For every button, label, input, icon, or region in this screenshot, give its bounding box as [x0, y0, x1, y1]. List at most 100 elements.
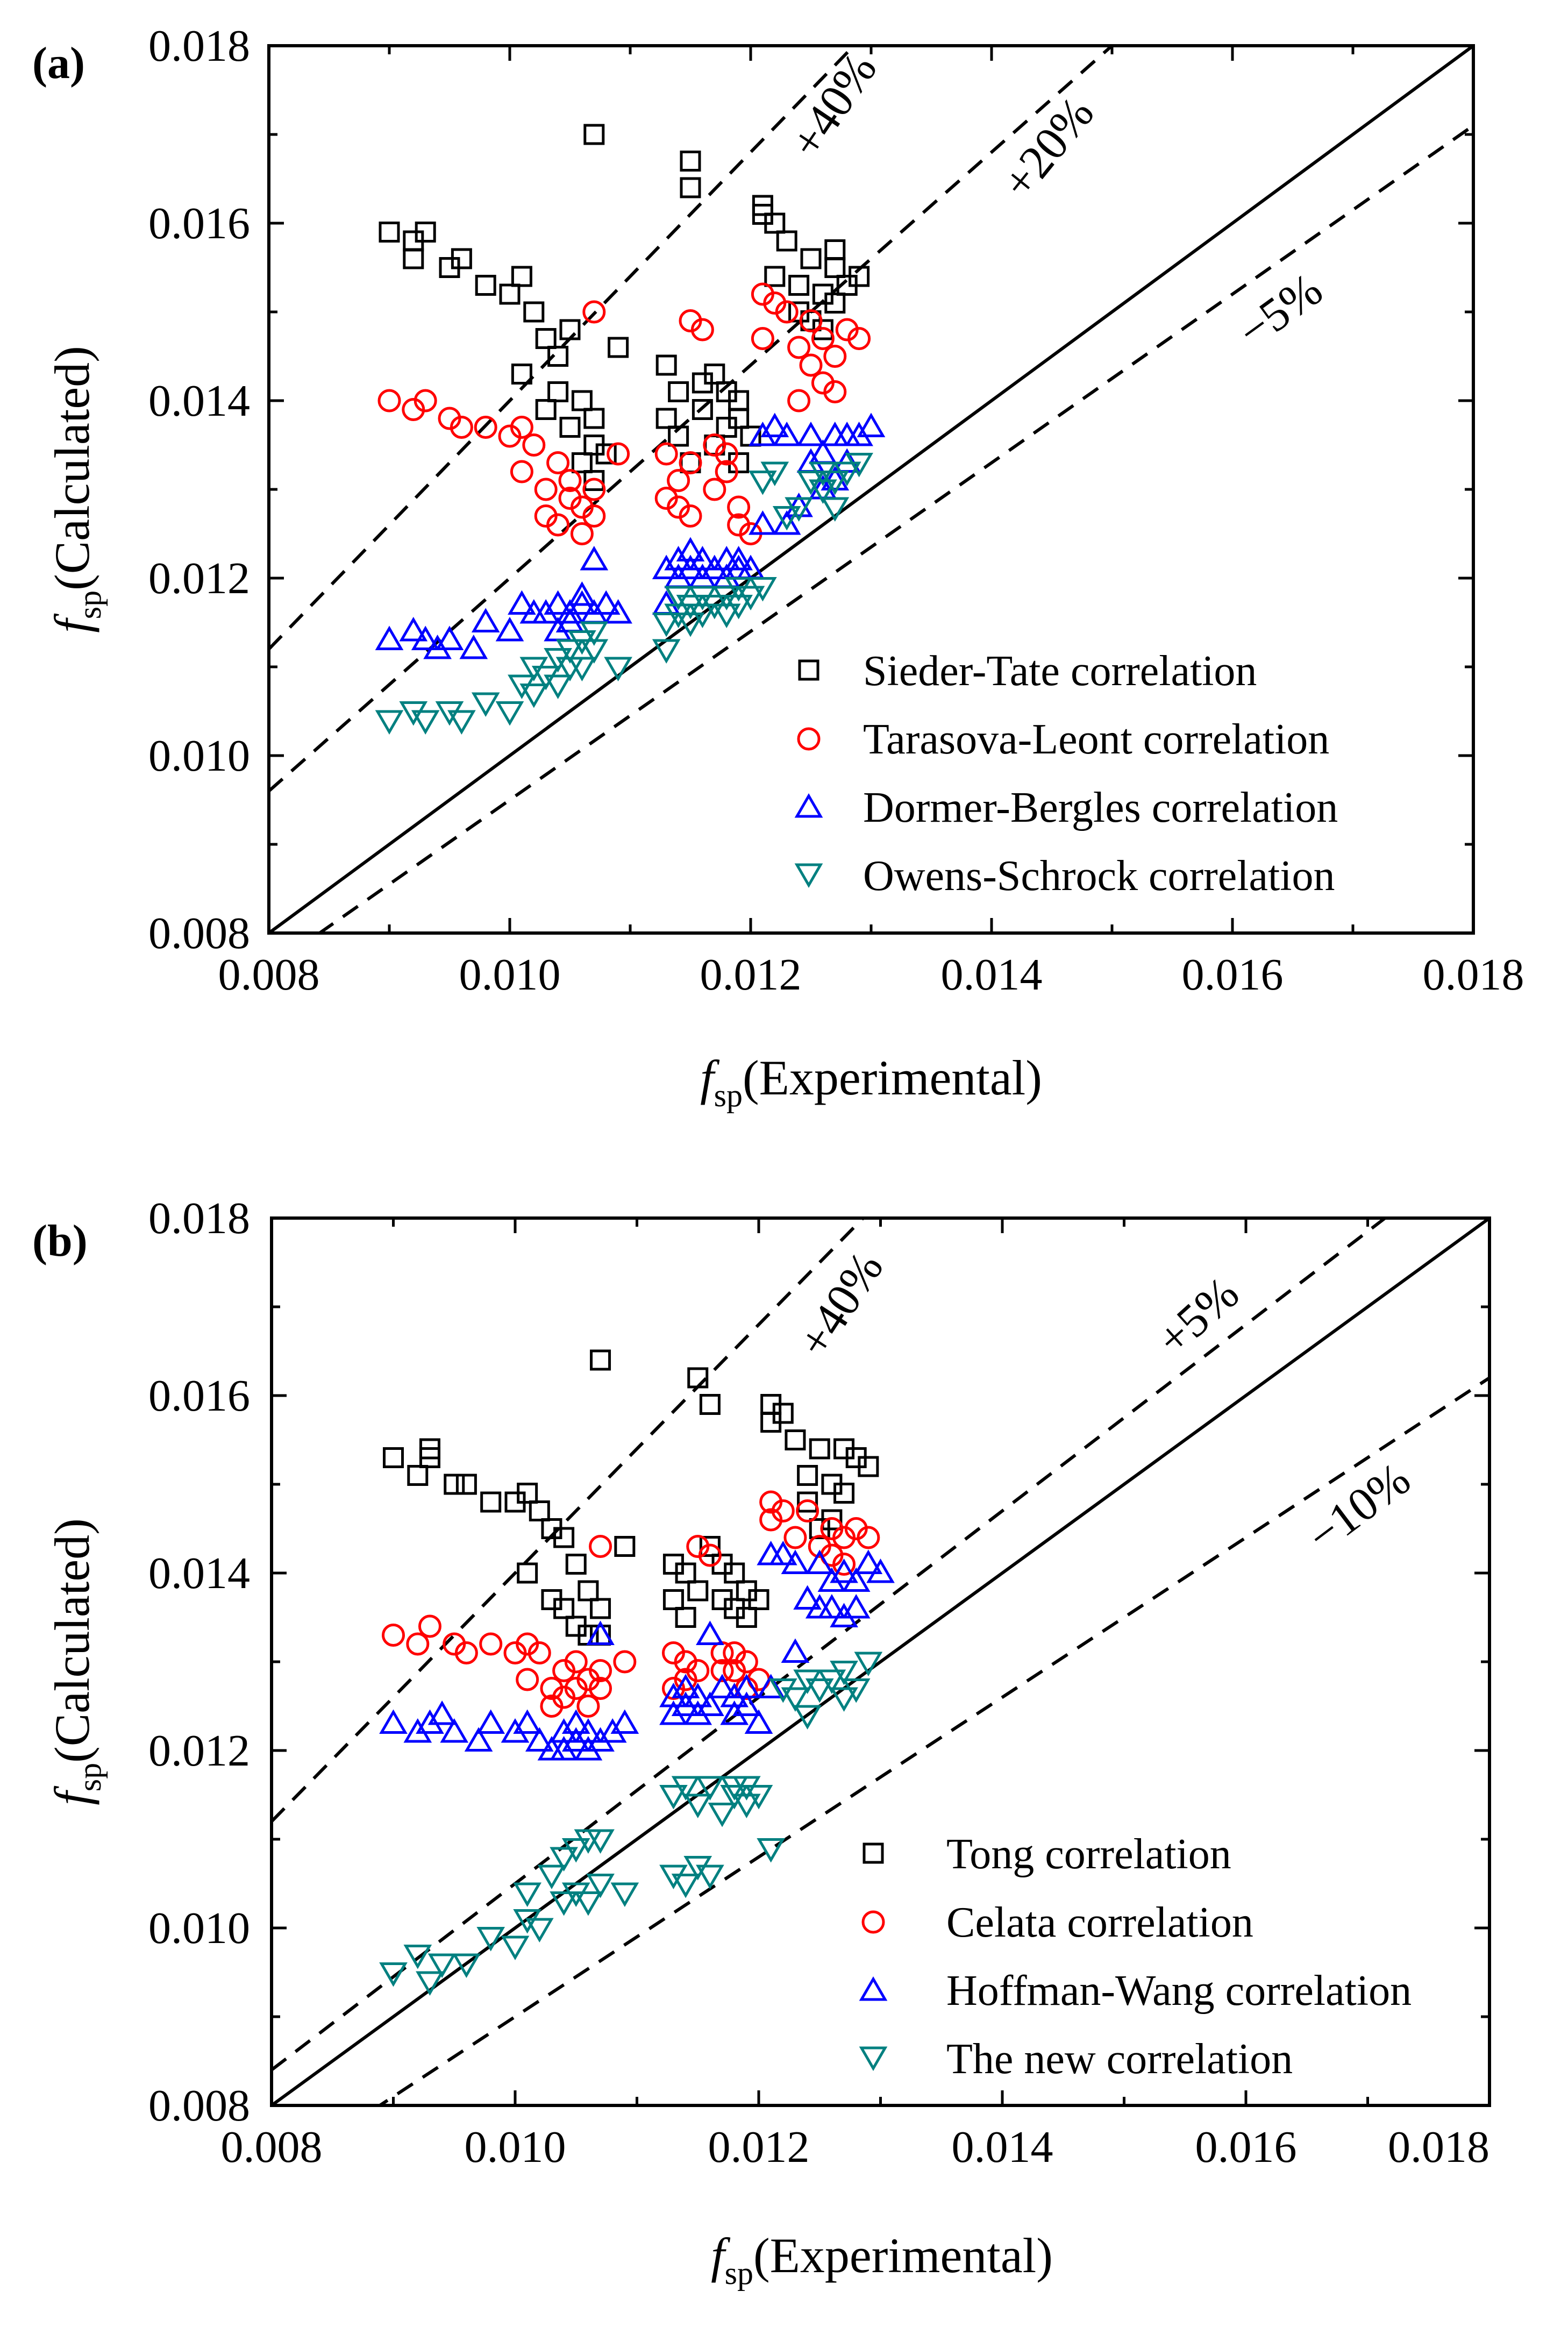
- data-point-triangle-down: [749, 471, 777, 495]
- data-point-triangle-up: [399, 617, 428, 642]
- panel-a-ytick-label: 0.012: [148, 553, 250, 603]
- data-point-circle: [454, 1641, 478, 1664]
- data-point-square: [553, 1598, 575, 1619]
- data-point-square: [680, 177, 701, 198]
- panel-a-legend: Sieder-Tate correlation Tarasova-Leont c…: [794, 647, 1338, 900]
- data-point-circle: [382, 1624, 405, 1647]
- panel-b-ytick-label: 0.018: [148, 1193, 250, 1243]
- data-point-triangle-up: [749, 510, 777, 535]
- panel-a-ticks: [267, 44, 1475, 935]
- data-point-triangle-up: [459, 635, 488, 659]
- data-point-circle: [710, 1659, 734, 1682]
- panel-a-ytick-label: 0.008: [148, 908, 250, 958]
- data-point-triangle-down: [659, 1785, 688, 1810]
- panel-a-xtick-label: 0.010: [459, 950, 561, 1000]
- data-point-square: [800, 248, 822, 269]
- data-point-square: [511, 266, 532, 287]
- data-point-circle: [589, 1535, 612, 1558]
- data-point-triangle-down: [683, 1794, 712, 1818]
- data-point-circle: [479, 1632, 503, 1656]
- data-point-square: [578, 1580, 599, 1602]
- panel-b-ticks: [270, 1216, 1491, 2107]
- legend-marker-triangle-down: [794, 863, 823, 888]
- data-point-triangle-down: [809, 479, 837, 504]
- data-point-square: [699, 1394, 721, 1415]
- data-point-square: [724, 1562, 745, 1584]
- data-point-triangle-down: [513, 1882, 541, 1907]
- data-point-triangle-down: [688, 603, 717, 628]
- data-point-circle: [582, 300, 606, 324]
- data-point-triangle-up: [464, 1727, 493, 1752]
- data-point-triangle-down: [830, 1661, 858, 1685]
- data-point-triangle-down: [749, 577, 777, 602]
- data-point-triangle-down: [760, 461, 789, 486]
- data-point-triangle-up: [696, 1691, 724, 1716]
- data-point-triangle-down: [568, 657, 596, 681]
- data-point-circle: [406, 1632, 430, 1656]
- data-point-square: [419, 1438, 440, 1460]
- data-point-triangle-down: [555, 639, 585, 664]
- data-point-square: [764, 212, 786, 234]
- data-point-triangle-up: [604, 599, 632, 624]
- data-point-triangle-down: [586, 1874, 615, 1898]
- data-point-square: [517, 1562, 538, 1584]
- data-point-triangle-down: [736, 586, 765, 610]
- data-point-circle: [546, 451, 570, 474]
- data-point-square: [571, 452, 593, 473]
- data-point-triangle-down: [757, 1838, 785, 1863]
- data-point-triangle-up: [513, 1709, 541, 1734]
- panel-a-ytick-label: 0.010: [148, 731, 250, 781]
- data-point-square: [383, 1447, 404, 1468]
- panel-b-reference-lines: [272, 1218, 1489, 2105]
- legend-label: Sieder-Tate correlation: [863, 647, 1257, 695]
- panel-b-ytick-label: 0.010: [148, 1903, 250, 1953]
- data-point-triangle-up: [796, 422, 825, 446]
- panel-a-y-axis-label: fsp(Calculated): [45, 346, 108, 633]
- data-point-circle: [667, 469, 690, 492]
- data-point-circle: [787, 389, 811, 412]
- panel-a-label-plus-20: +20%: [992, 88, 1104, 209]
- data-point-square: [704, 364, 725, 385]
- data-point-triangle-down: [403, 1945, 432, 1969]
- data-point-triangle-up: [440, 1718, 469, 1743]
- data-point-square: [379, 222, 400, 243]
- data-point-triangle-up: [781, 1638, 810, 1663]
- panel-b-xtick-label: 0.014: [952, 2122, 1053, 2172]
- panel-a-ytick-label: 0.018: [148, 21, 250, 71]
- data-point-circle: [528, 1641, 551, 1664]
- legend-marker-triangle-down: [859, 2046, 888, 2071]
- data-point-circle: [510, 416, 533, 439]
- panel-a-label-minus-5: −5%: [1229, 264, 1332, 359]
- panel-a-reference-lines: [269, 46, 1473, 933]
- data-point-triangle-up: [732, 1691, 761, 1716]
- data-point-square: [655, 354, 677, 376]
- data-point-square: [809, 1518, 830, 1539]
- data-point-square: [583, 124, 605, 145]
- data-point-square: [614, 1536, 636, 1557]
- data-point-circle: [771, 1499, 795, 1522]
- panel-a-xlabel-sub: sp: [714, 1078, 743, 1113]
- data-point-triangle-down: [519, 684, 548, 708]
- panel-b-label-plus-40: +40%: [788, 1243, 893, 1367]
- data-point-triangle-up: [821, 466, 850, 490]
- data-point-triangle-up: [830, 1559, 858, 1583]
- data-point-triangle-down: [817, 1669, 846, 1694]
- data-point-triangle-down: [586, 1829, 615, 1854]
- data-point-square: [752, 195, 773, 216]
- data-point-circle: [613, 1650, 637, 1674]
- data-point-triangle-up: [411, 625, 440, 650]
- panel-b-ytick-label: 0.008: [148, 2081, 250, 2131]
- data-point-circle: [607, 442, 630, 466]
- data-point-circle: [811, 327, 835, 350]
- data-point-triangle-up: [676, 537, 705, 561]
- data-point-square: [797, 1465, 818, 1486]
- data-point-square: [583, 408, 605, 429]
- data-point-circle: [715, 442, 738, 466]
- data-point-triangle-up: [379, 1709, 408, 1734]
- data-point-triangle-down: [712, 603, 741, 628]
- data-point-triangle-down: [525, 1918, 554, 1942]
- data-point-square: [668, 381, 689, 402]
- data-point-triangle-down: [471, 692, 500, 717]
- data-point-triangle-down: [476, 1927, 505, 1952]
